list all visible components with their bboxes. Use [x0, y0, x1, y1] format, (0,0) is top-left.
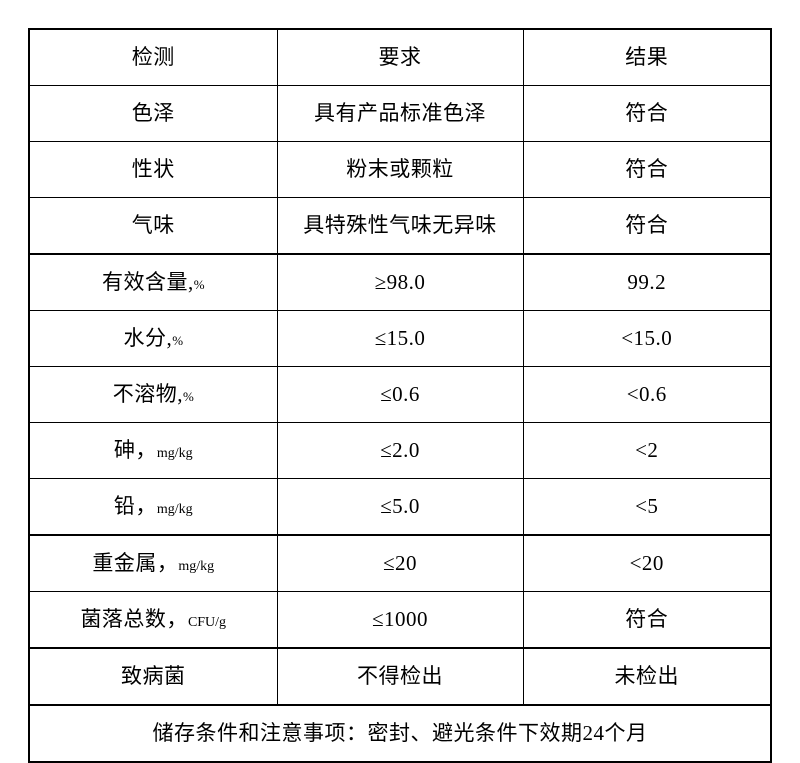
cell-requirement: ≤20: [276, 534, 524, 592]
cell-result: 99.2: [522, 253, 772, 311]
header-cell-requirement: 要求: [276, 28, 524, 86]
cell-result: <15.0: [522, 310, 772, 367]
cell-result: 符合: [522, 85, 772, 142]
item-unit: %: [172, 332, 184, 348]
table-row: 性状 粉末或颗粒 符合: [28, 141, 772, 198]
table-row: 菌落总数，CFU/g ≤1000 符合: [28, 591, 772, 649]
item-label: 色泽: [131, 100, 175, 125]
cell-item: 色泽: [28, 85, 278, 142]
item-unit: mg/kg: [156, 501, 193, 517]
cell-requirement: 具有产品标准色泽: [276, 85, 524, 142]
cell-requirement: ≤15.0: [276, 310, 524, 367]
item-label: 不溶物,: [112, 381, 183, 406]
cell-requirement: ≤0.6: [276, 366, 524, 423]
cell-item: 水分,%: [28, 310, 278, 367]
item-unit: mg/kg: [156, 445, 193, 461]
item-unit: mg/kg: [178, 558, 215, 574]
cell-item: 铅，mg/kg: [28, 478, 278, 536]
table-row: 砷，mg/kg ≤2.0 <2: [28, 422, 772, 479]
item-label: 性状: [131, 156, 175, 181]
table-row: 不溶物,% ≤0.6 <0.6: [28, 366, 772, 423]
item-label: 菌落总数，: [80, 606, 188, 631]
table-row: 致病菌 不得检出 未检出: [28, 647, 772, 706]
item-unit: CFU/g: [187, 614, 227, 630]
cell-requirement: 具特殊性气味无异味: [276, 197, 524, 255]
cell-result: <20: [522, 534, 772, 592]
spec-table-container: 检测 要求 结果 色泽 具有产品标准色泽 符合 性状 粉末或颗粒 符合 气味 具…: [28, 28, 772, 763]
quality-spec-table: 检测 要求 结果 色泽 具有产品标准色泽 符合 性状 粉末或颗粒 符合 气味 具…: [28, 28, 772, 763]
item-label: 致病菌: [121, 663, 186, 688]
cell-result: 符合: [522, 141, 772, 198]
cell-requirement: ≤5.0: [276, 478, 524, 536]
item-label: 气味: [131, 212, 175, 237]
item-label: 重金属，: [92, 550, 179, 575]
header-cell-item: 检测: [28, 28, 278, 86]
cell-item: 性状: [28, 141, 278, 198]
table-row: 色泽 具有产品标准色泽 符合: [28, 85, 772, 142]
cell-result: 符合: [522, 197, 772, 255]
header-cell-result: 结果: [522, 28, 772, 86]
table-footer-row: 储存条件和注意事项：密封、避光条件下效期24个月: [28, 704, 772, 763]
cell-item: 致病菌: [28, 647, 278, 706]
item-unit: %: [182, 388, 194, 404]
cell-requirement: 粉末或颗粒: [276, 141, 524, 198]
cell-item: 菌落总数，CFU/g: [28, 591, 278, 649]
table-row: 气味 具特殊性气味无异味 符合: [28, 197, 772, 255]
cell-requirement: ≤1000: [276, 591, 524, 649]
cell-item: 不溶物,%: [28, 366, 278, 423]
cell-item: 重金属，mg/kg: [28, 534, 278, 592]
cell-result: 未检出: [522, 647, 772, 706]
cell-item: 气味: [28, 197, 278, 255]
cell-item: 有效含量,%: [28, 253, 278, 311]
cell-requirement: ≤2.0: [276, 422, 524, 479]
table-body: 检测 要求 结果 色泽 具有产品标准色泽 符合 性状 粉末或颗粒 符合 气味 具…: [28, 28, 772, 763]
cell-item: 砷，mg/kg: [28, 422, 278, 479]
item-label: 水分,: [123, 325, 173, 350]
cell-requirement: 不得检出: [276, 647, 524, 706]
cell-requirement: ≥98.0: [276, 253, 524, 311]
table-row: 重金属，mg/kg ≤20 <20: [28, 534, 772, 592]
item-unit: %: [193, 276, 205, 292]
cell-result: <5: [522, 478, 772, 536]
cell-result: <0.6: [522, 366, 772, 423]
item-label: 有效含量,: [101, 269, 194, 294]
item-label: 砷，: [113, 437, 157, 462]
table-header-row: 检测 要求 结果: [28, 28, 772, 86]
cell-result: 符合: [522, 591, 772, 649]
storage-conditions-note: 储存条件和注意事项：密封、避光条件下效期24个月: [28, 704, 772, 763]
table-row: 水分,% ≤15.0 <15.0: [28, 310, 772, 367]
cell-result: <2: [522, 422, 772, 479]
table-row: 铅，mg/kg ≤5.0 <5: [28, 478, 772, 536]
item-label: 铅，: [113, 493, 157, 518]
table-row: 有效含量,% ≥98.0 99.2: [28, 253, 772, 311]
